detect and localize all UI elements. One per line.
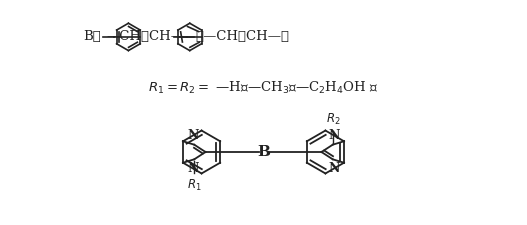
Text: $R_1$: $R_1$ — [187, 178, 201, 193]
Text: —CH＝CH—: —CH＝CH— — [107, 30, 185, 43]
Text: N: N — [188, 129, 199, 142]
Text: N: N — [328, 162, 339, 175]
Text: $R_1 = R_2 = $ —H，—CH$_3$，—C$_2$H$_4$OH 等: $R_1 = R_2 = $ —H，—CH$_3$，—C$_2$H$_4$OH … — [148, 80, 378, 96]
Text: B: B — [257, 145, 270, 159]
Text: $R_2$: $R_2$ — [326, 112, 341, 127]
Text: N: N — [188, 162, 199, 175]
Text: N: N — [328, 129, 339, 142]
Text: B＝: B＝ — [83, 30, 101, 43]
Text: ，—CH＝CH—等: ，—CH＝CH—等 — [196, 30, 289, 43]
